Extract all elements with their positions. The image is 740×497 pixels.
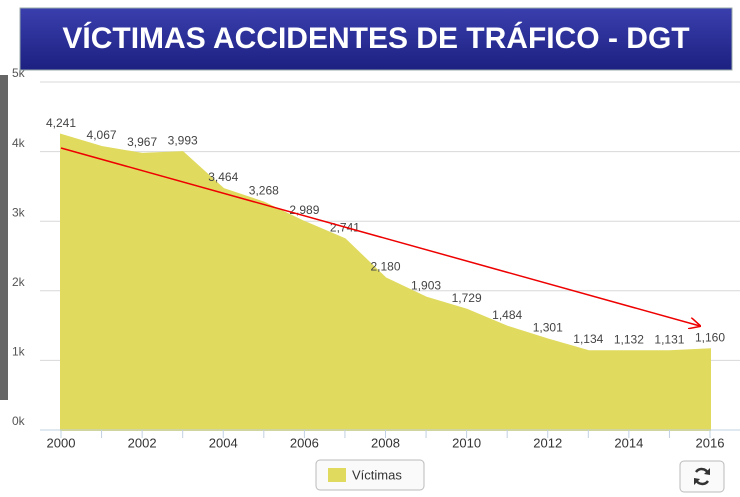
legend[interactable]: Víctimas	[315, 459, 425, 491]
x-tick-label: 2008	[371, 435, 400, 450]
data-label: 4,241	[46, 116, 76, 130]
title-banner	[19, 7, 733, 71]
y-tick-label: 0k	[12, 414, 26, 428]
x-tick-label: 2004	[209, 435, 238, 450]
area	[60, 133, 711, 431]
side-strip	[0, 75, 8, 400]
legend-swatch	[328, 468, 346, 482]
refresh-arrows	[694, 468, 710, 485]
data-label: 1,160	[695, 330, 725, 344]
x-tick-label: 2016	[696, 435, 725, 450]
x-tick-label: 2000	[47, 435, 76, 450]
refresh-button[interactable]	[679, 460, 725, 493]
data-label: 3,993	[168, 133, 198, 147]
y-tick-label: 3k	[12, 205, 26, 219]
chart-title: VÍCTIMAS ACCIDENTES DE TRÁFICO - DGT	[62, 21, 689, 55]
data-label: 1,132	[614, 332, 644, 346]
x-tick-label: 2002	[128, 435, 157, 450]
data-label: 3,268	[249, 184, 279, 198]
x-tick-label: 2006	[290, 435, 319, 450]
legend-label: Víctimas	[352, 467, 402, 482]
data-label: 1,131	[654, 332, 684, 346]
y-tick-label: 2k	[12, 275, 26, 289]
data-label: 1,301	[533, 321, 563, 335]
x-tick-label: 2012	[533, 435, 562, 450]
x-tick-label: 2010	[452, 435, 481, 450]
data-label: 1,484	[492, 308, 522, 322]
refresh-box[interactable]	[679, 460, 725, 493]
data-label: 1,729	[452, 291, 482, 305]
y-tick-label: 4k	[12, 136, 26, 150]
data-label: 3,464	[208, 170, 238, 184]
data-label: 3,967	[127, 135, 157, 149]
data-label: 4,067	[87, 128, 117, 142]
y-tick-label: 1k	[12, 345, 26, 359]
data-label: 1,903	[411, 279, 441, 293]
trend-arrow	[60, 147, 700, 326]
data-label: 2,989	[289, 203, 319, 217]
data-label: 2,180	[370, 259, 400, 273]
x-tick-label: 2014	[614, 435, 643, 450]
legend-box[interactable]	[315, 459, 425, 491]
data-label: 1,134	[573, 332, 603, 346]
